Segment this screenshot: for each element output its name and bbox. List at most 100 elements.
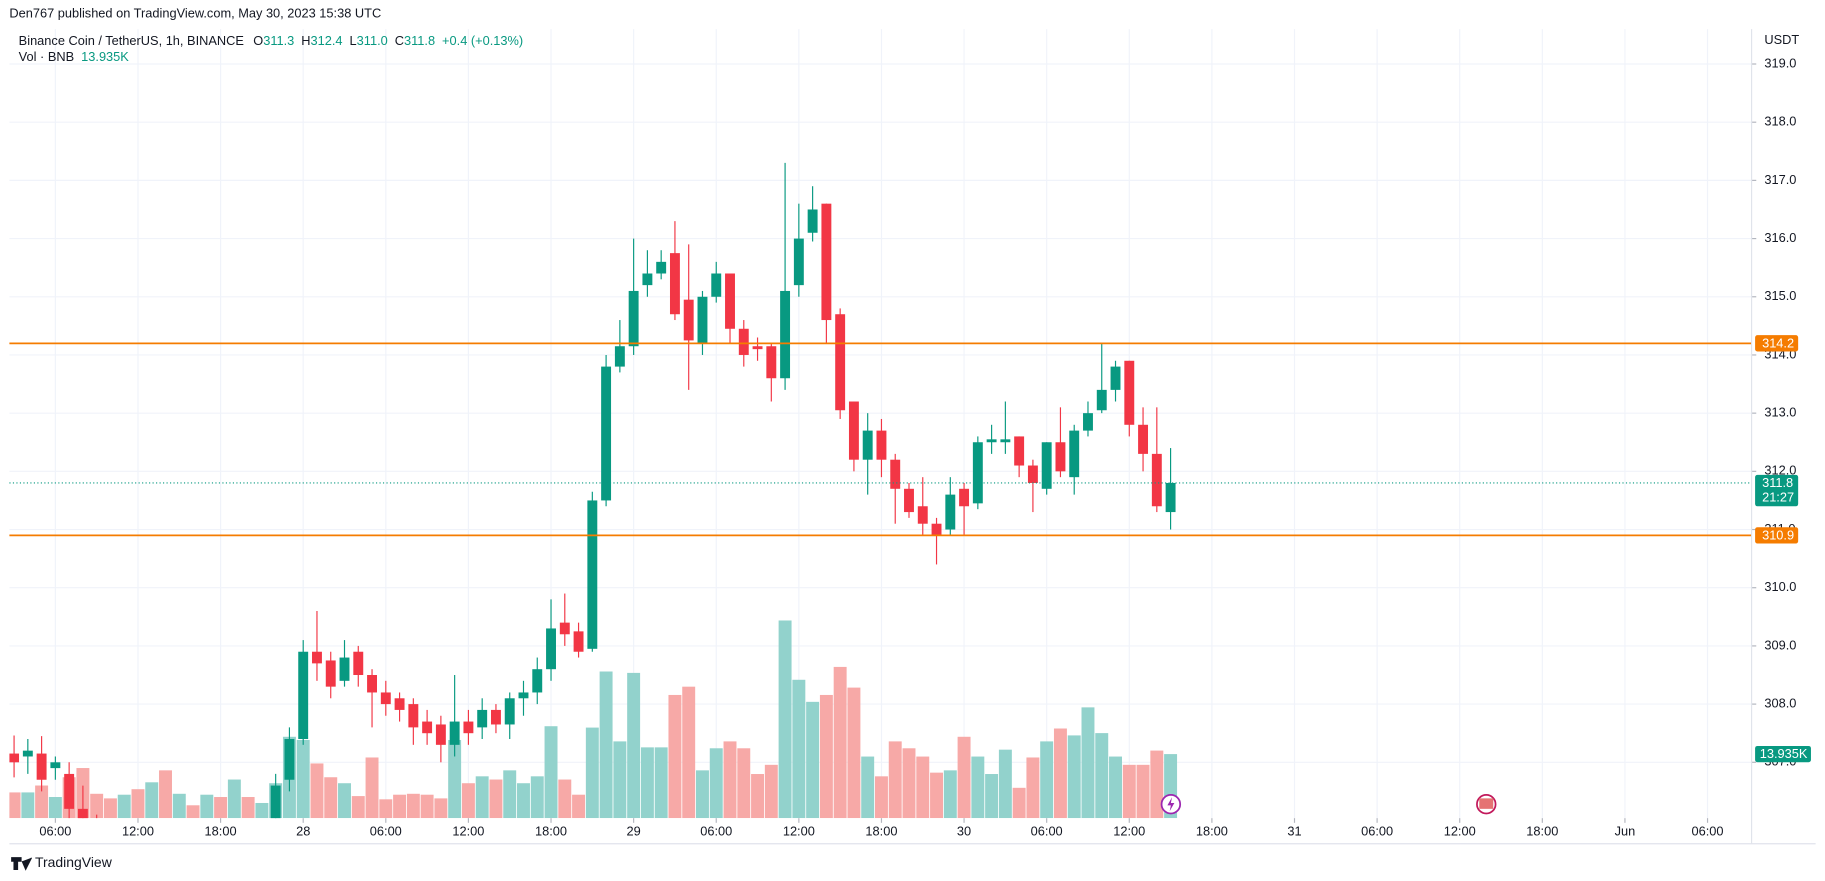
candle-body bbox=[77, 808, 88, 819]
volume-bar bbox=[90, 793, 104, 819]
candle-body bbox=[711, 273, 722, 297]
candle-body bbox=[752, 346, 763, 350]
volume-bar bbox=[1040, 741, 1054, 819]
volume-bar bbox=[145, 782, 159, 819]
candle-body bbox=[725, 273, 735, 329]
candle-body bbox=[9, 753, 20, 763]
volume-bar bbox=[1122, 764, 1136, 819]
volume-bar bbox=[696, 770, 709, 819]
candle-body bbox=[628, 290, 639, 347]
candle-body bbox=[36, 753, 47, 780]
logo bbox=[11, 857, 33, 871]
candle-body bbox=[1165, 482, 1176, 513]
volume-bar bbox=[737, 748, 751, 819]
volume-bar bbox=[668, 694, 682, 819]
candle-body bbox=[614, 346, 625, 367]
volume-bar bbox=[861, 756, 875, 819]
legend-value: 311.8 bbox=[404, 33, 435, 48]
candle-body bbox=[835, 314, 846, 411]
x-tick-label: 06:00 bbox=[370, 823, 402, 838]
volume-bar bbox=[1012, 787, 1026, 819]
candle-body bbox=[463, 721, 474, 734]
volume-bar bbox=[117, 794, 131, 819]
x-tick-label: 06:00 bbox=[1692, 823, 1724, 838]
x-tick-label: 06:00 bbox=[700, 823, 732, 838]
volume-bar bbox=[957, 736, 971, 819]
volume-bar bbox=[200, 794, 214, 819]
candle-body bbox=[807, 209, 818, 233]
candle-body bbox=[890, 459, 901, 489]
volume-bar bbox=[806, 701, 820, 819]
volume-bar bbox=[517, 783, 530, 819]
y-tick-label: 310.0 bbox=[1764, 579, 1796, 594]
y-tick-label: 317.0 bbox=[1764, 172, 1796, 187]
y-tick-label: 313.0 bbox=[1764, 405, 1796, 420]
candle-body bbox=[1138, 424, 1149, 454]
price-line-label: 310.9 bbox=[1762, 527, 1794, 542]
legend: Binance Coin / TetherUS, 1h, BINANCE O311… bbox=[19, 33, 523, 48]
x-tick-label: 30 bbox=[957, 823, 971, 838]
candle-body bbox=[766, 346, 777, 379]
candle-body bbox=[642, 273, 653, 286]
volume-bar bbox=[21, 792, 35, 819]
legend-change: +0.4 (+0.13%) bbox=[442, 33, 523, 48]
volume-bar bbox=[544, 726, 558, 819]
y-tick-label: 312.0 bbox=[1764, 463, 1796, 478]
volume-bar bbox=[310, 763, 324, 819]
volume-bar bbox=[1081, 707, 1095, 819]
volume-bar bbox=[751, 774, 765, 819]
volume-bar bbox=[48, 797, 62, 819]
candle-body bbox=[559, 622, 570, 635]
volume-bar bbox=[916, 756, 930, 819]
volume-bar bbox=[296, 740, 310, 819]
volume-name: Vol · BNB bbox=[19, 50, 74, 65]
volume-bar bbox=[255, 802, 269, 819]
candle-body bbox=[353, 651, 364, 676]
y-tick-label: 309.0 bbox=[1764, 637, 1796, 652]
candle-body bbox=[367, 675, 377, 693]
candle-body bbox=[1110, 366, 1121, 390]
candle-body bbox=[477, 709, 488, 728]
volume-bar bbox=[448, 740, 462, 819]
footer-brand: TradingView bbox=[35, 854, 113, 870]
volume-bar bbox=[1026, 757, 1040, 819]
x-tick-label: Jun bbox=[1615, 823, 1636, 838]
volume-bar bbox=[902, 748, 916, 819]
publish-info: Den767 published on TradingView.com, May… bbox=[9, 5, 381, 20]
candle-body bbox=[1096, 389, 1107, 411]
candle-body bbox=[669, 253, 680, 315]
candle-body bbox=[780, 290, 791, 379]
candle-body bbox=[656, 261, 667, 274]
volume-value: 13.935K bbox=[81, 50, 129, 65]
volume-bar bbox=[324, 777, 338, 819]
candle-body bbox=[504, 698, 515, 725]
x-tick-label: 18:00 bbox=[205, 823, 237, 838]
candle-body bbox=[518, 692, 529, 699]
volume-bar bbox=[420, 794, 434, 819]
candle-body bbox=[22, 750, 33, 757]
candle-body bbox=[683, 299, 694, 341]
volume-bar bbox=[393, 794, 407, 819]
volume-bar bbox=[406, 793, 420, 819]
volume-bar bbox=[613, 741, 627, 819]
volume-bar bbox=[214, 797, 228, 819]
x-tick-label: 12:00 bbox=[1444, 823, 1476, 838]
x-tick-label: 31 bbox=[1287, 823, 1301, 838]
candle-body bbox=[862, 430, 873, 460]
volume-bar bbox=[888, 741, 902, 819]
candle-body bbox=[408, 704, 419, 728]
volume-bar bbox=[131, 789, 145, 819]
x-tick-label: 12:00 bbox=[783, 823, 815, 838]
candle-body bbox=[697, 296, 708, 344]
volume-bar bbox=[461, 783, 475, 819]
x-tick-label: 06:00 bbox=[1361, 823, 1393, 838]
candle-body bbox=[821, 203, 832, 321]
last-price-label: 311.8 bbox=[1762, 475, 1793, 490]
candle-body bbox=[532, 669, 543, 693]
volume-bar bbox=[489, 779, 503, 819]
volume-bar bbox=[103, 798, 117, 819]
candle-body bbox=[449, 721, 460, 745]
volume-bar bbox=[172, 793, 186, 819]
